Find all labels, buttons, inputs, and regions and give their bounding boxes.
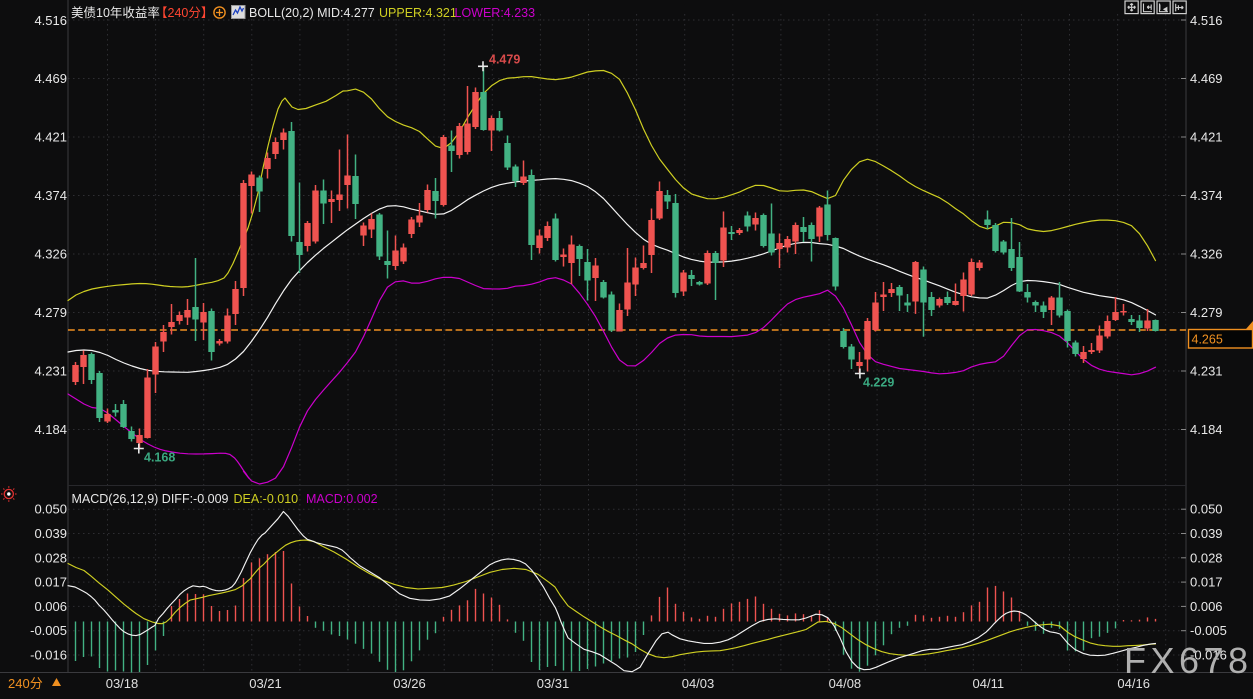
svg-text:04/03: 04/03 xyxy=(682,676,715,691)
svg-text:0.050: 0.050 xyxy=(1190,502,1223,517)
svg-text:MACD:0.002: MACD:0.002 xyxy=(306,492,378,506)
svg-text:0.028: 0.028 xyxy=(34,550,67,565)
svg-text:FX678: FX678 xyxy=(1124,640,1253,681)
svg-text:4.229: 4.229 xyxy=(863,376,894,390)
svg-text:04/11: 04/11 xyxy=(973,676,1005,691)
svg-text:0.039: 0.039 xyxy=(34,526,67,541)
svg-text:4.326: 4.326 xyxy=(1190,247,1223,262)
svg-text:4.479: 4.479 xyxy=(489,53,520,67)
svg-text:0.006: 0.006 xyxy=(34,599,67,614)
svg-text:-0.005: -0.005 xyxy=(1190,623,1227,638)
svg-text:4.231: 4.231 xyxy=(34,364,67,379)
svg-text:4.326: 4.326 xyxy=(34,247,67,262)
svg-text:UPPER:4.321: UPPER:4.321 xyxy=(379,6,457,20)
svg-text:4.265: 4.265 xyxy=(1192,333,1223,347)
svg-text:MACD(26,12,9) DIFF:-0.009: MACD(26,12,9) DIFF:-0.009 xyxy=(72,492,229,506)
svg-text:DEA:-0.010: DEA:-0.010 xyxy=(234,492,299,506)
svg-text:-0.016: -0.016 xyxy=(30,648,67,663)
svg-text:-0.005: -0.005 xyxy=(30,623,67,638)
svg-text:4.168: 4.168 xyxy=(144,451,175,465)
svg-text:4.421: 4.421 xyxy=(1190,130,1223,145)
svg-text:4.469: 4.469 xyxy=(34,71,67,86)
svg-text:0.017: 0.017 xyxy=(1190,575,1223,590)
svg-text:LOWER:4.233: LOWER:4.233 xyxy=(455,6,536,20)
svg-text:-0.016: -0.016 xyxy=(1190,648,1227,663)
svg-text:4.279: 4.279 xyxy=(34,305,67,320)
svg-text:4.516: 4.516 xyxy=(1190,13,1223,28)
svg-text:240分: 240分 xyxy=(8,676,43,691)
svg-text:04/08: 04/08 xyxy=(829,676,862,691)
svg-text:0.017: 0.017 xyxy=(34,575,67,590)
svg-text:4.184: 4.184 xyxy=(1190,422,1223,437)
svg-text:美债10年收益率: 美债10年收益率 xyxy=(71,5,160,20)
svg-text:4.374: 4.374 xyxy=(1190,188,1223,203)
svg-text:4.421: 4.421 xyxy=(34,130,67,145)
svg-text:0.006: 0.006 xyxy=(1190,599,1223,614)
svg-text:4.231: 4.231 xyxy=(1190,364,1223,379)
svg-text:4.469: 4.469 xyxy=(1190,71,1223,86)
svg-text:03/26: 03/26 xyxy=(393,676,426,691)
svg-text:4.374: 4.374 xyxy=(34,188,67,203)
svg-text:【240分】: 【240分】 xyxy=(155,6,213,20)
svg-text:04/16: 04/16 xyxy=(1117,676,1150,691)
svg-text:4.516: 4.516 xyxy=(34,13,67,28)
svg-text:03/31: 03/31 xyxy=(537,676,570,691)
svg-text:0.028: 0.028 xyxy=(1190,550,1223,565)
svg-text:BOLL(20,2) MID:4.277: BOLL(20,2) MID:4.277 xyxy=(249,6,375,20)
svg-text:0.050: 0.050 xyxy=(34,502,67,517)
svg-text:03/18: 03/18 xyxy=(106,676,139,691)
svg-text:4.279: 4.279 xyxy=(1190,305,1223,320)
svg-text:4.184: 4.184 xyxy=(34,422,67,437)
svg-text:03/21: 03/21 xyxy=(249,676,282,691)
svg-text:0.039: 0.039 xyxy=(1190,526,1223,541)
